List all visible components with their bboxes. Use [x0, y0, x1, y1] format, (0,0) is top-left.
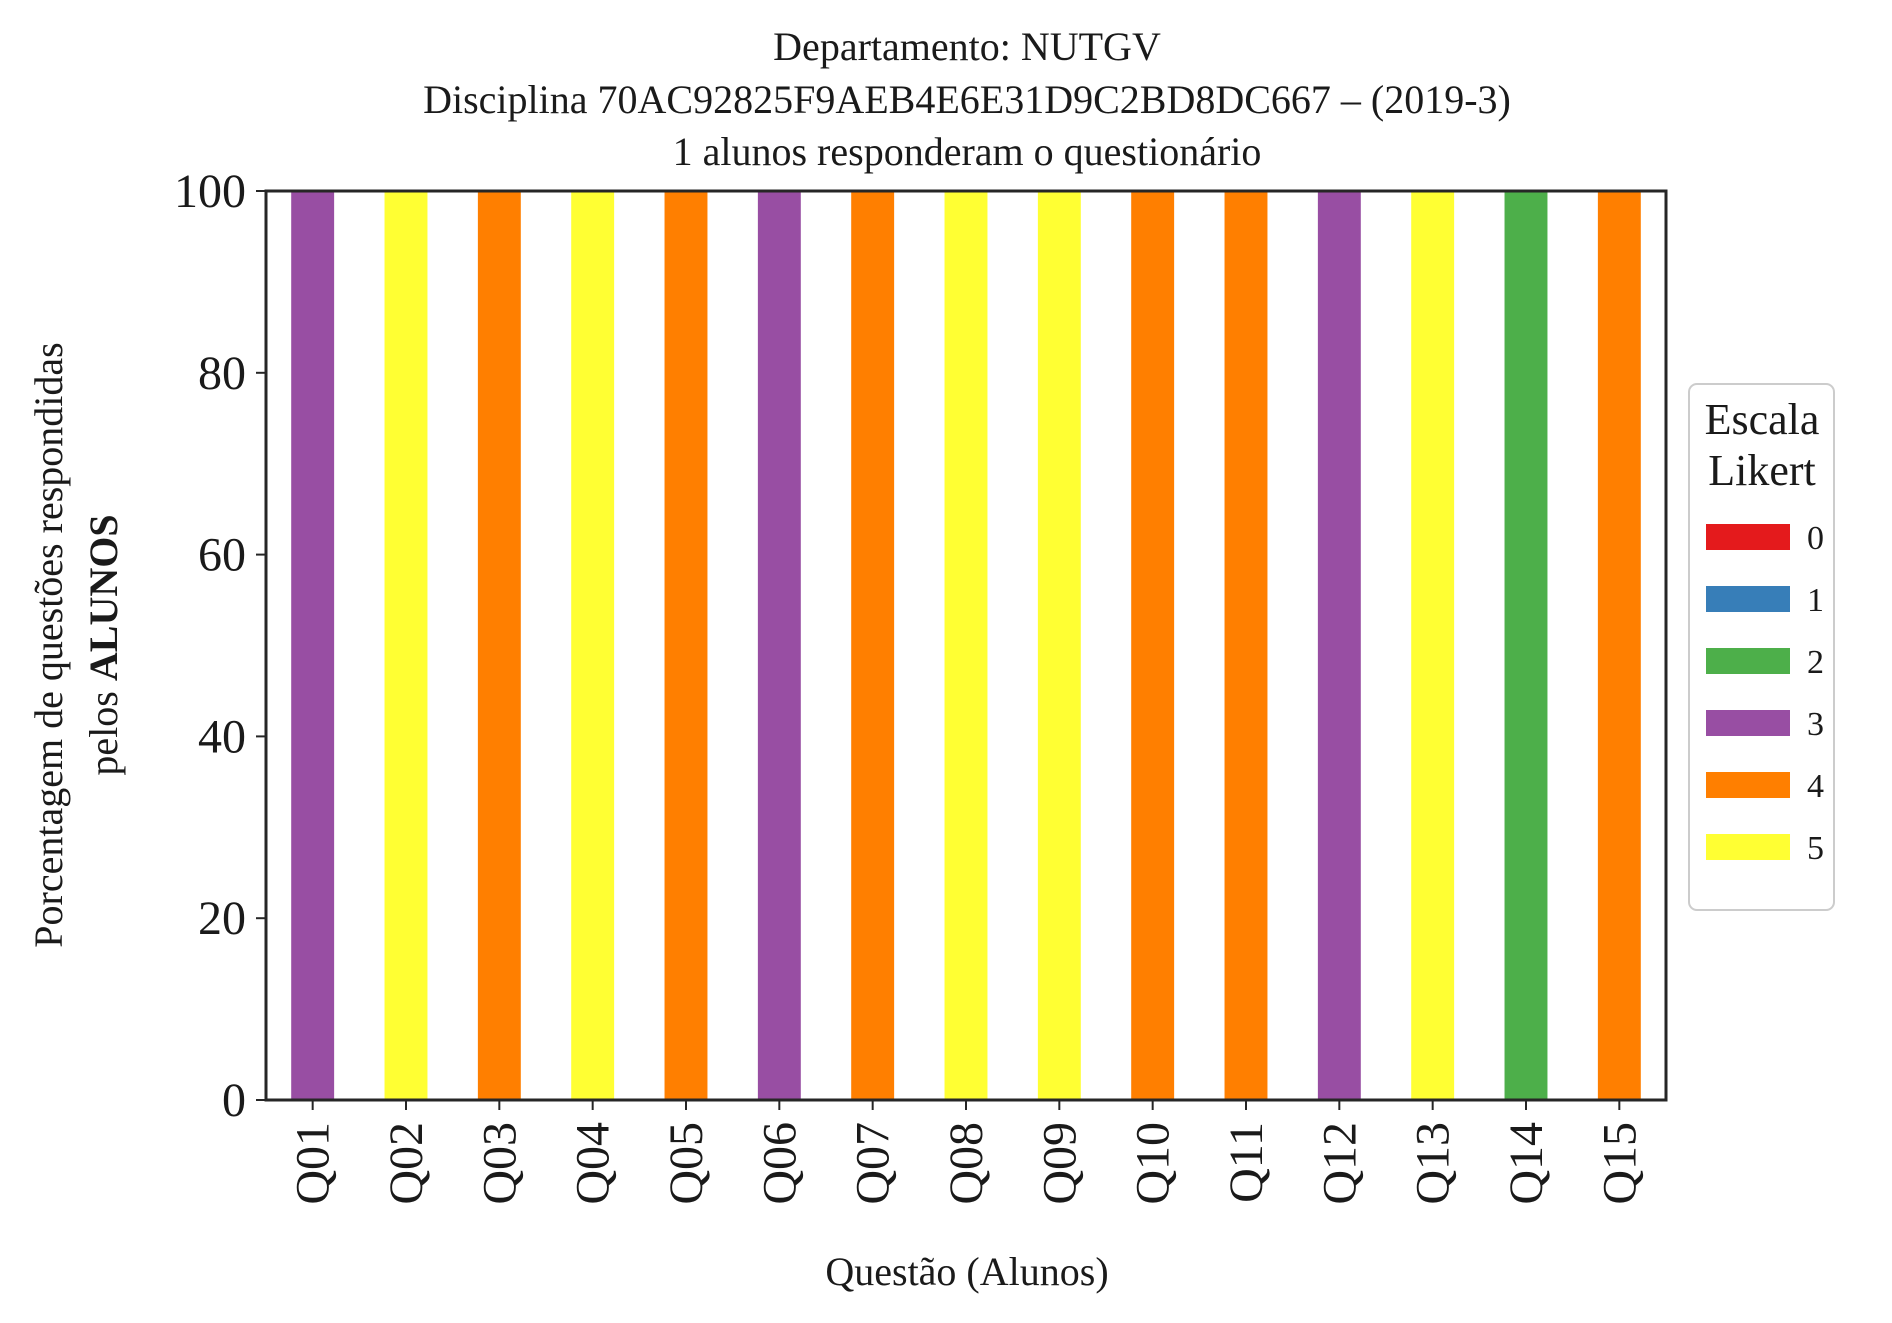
legend-label-0: 0 [1807, 520, 1824, 557]
x-tick-label-q08: Q08 [940, 1122, 993, 1205]
x-tick-label-q06: Q06 [753, 1122, 806, 1205]
legend-swatch-0 [1706, 524, 1790, 550]
chart-title-line-3: 1 alunos responderam o questionário [673, 129, 1262, 174]
bar-q08-likert-5 [944, 191, 988, 1100]
chart-title: Departamento: NUTGV Disciplina 70AC92825… [423, 24, 1511, 174]
bar-q07-likert-4 [851, 191, 895, 1100]
bars-group [291, 191, 1641, 1100]
bar-q04-likert-5 [571, 191, 615, 1100]
bar-q15-likert-4 [1597, 191, 1641, 1100]
legend-label-1: 1 [1807, 582, 1824, 619]
legend-label-4: 4 [1807, 768, 1824, 805]
x-axis-label: Questão (Alunos) [825, 1249, 1108, 1294]
bar-q01-likert-3 [291, 191, 335, 1100]
x-tick-label-q15: Q15 [1593, 1122, 1646, 1205]
bar-q05-likert-4 [664, 191, 708, 1100]
legend-label-3: 3 [1807, 706, 1824, 743]
y-axis-label-line-2: pelos ALUNOS [81, 514, 126, 775]
bar-q13-likert-5 [1411, 191, 1455, 1100]
legend: Escala Likert 0 1 2 3 4 5 [1688, 383, 1835, 911]
x-tick-label-q03: Q03 [473, 1122, 526, 1205]
x-tick-label-q14: Q14 [1500, 1122, 1553, 1205]
legend-swatch-3 [1706, 710, 1790, 736]
bar-q02-likert-5 [384, 191, 428, 1100]
x-axis-ticks: Q01 Q02 Q03 Q04 Q05 Q06 Q07 Q08 Q09 Q10 Q11 Q12 Q13 Q… [287, 1100, 1646, 1205]
legend-swatch-1 [1706, 586, 1790, 612]
x-tick-label-q02: Q02 [380, 1122, 433, 1205]
legend-swatch-4 [1706, 772, 1790, 798]
plot-frame [264, 189, 1668, 1102]
bar-q06-likert-3 [757, 191, 801, 1100]
y-tick-label-0: 0 [222, 1074, 246, 1127]
y-tick-label-100: 100 [174, 165, 246, 218]
bar-q09-likert-5 [1037, 191, 1081, 1100]
bar-q12-likert-3 [1317, 191, 1361, 1100]
x-tick-label-q04: Q04 [567, 1122, 620, 1205]
y-tick-label-40: 40 [198, 710, 246, 763]
y-tick-label-80: 80 [198, 347, 246, 400]
y-tick-label-60: 60 [198, 529, 246, 582]
y-axis-label: Porcentagem de questões respondidas pelo… [26, 342, 126, 947]
bar-q11-likert-4 [1224, 191, 1268, 1100]
bar-q14-likert-2 [1504, 191, 1548, 1100]
x-tick-label-q12: Q12 [1313, 1122, 1366, 1205]
legend-title-line-1: Escala [1705, 395, 1820, 444]
x-tick-label-q05: Q05 [660, 1122, 713, 1205]
legend-label-5: 5 [1807, 830, 1824, 867]
x-tick-label-q07: Q07 [847, 1122, 900, 1205]
y-axis-ticks: 0 20 40 60 80 100 [174, 165, 266, 1127]
y-axis-label-prefix: pelos [81, 681, 126, 775]
x-tick-label-q01: Q01 [287, 1122, 340, 1205]
x-tick-label-q11: Q11 [1220, 1122, 1273, 1203]
bar-q03-likert-4 [477, 191, 521, 1100]
legend-swatch-5 [1706, 834, 1790, 860]
legend-swatch-2 [1706, 648, 1790, 674]
legend-title-line-2: Likert [1708, 446, 1816, 495]
x-tick-label-q09: Q09 [1033, 1122, 1086, 1205]
y-axis-label-line-1: Porcentagem de questões respondidas [26, 342, 71, 947]
legend-items: 0 1 2 3 4 5 [1706, 520, 1824, 867]
y-tick-label-20: 20 [198, 892, 246, 945]
legend-label-2: 2 [1807, 644, 1824, 681]
y-axis-label-bold: ALUNOS [81, 514, 126, 681]
chart-title-line-1: Departamento: NUTGV [773, 24, 1161, 69]
x-tick-label-q10: Q10 [1127, 1122, 1180, 1205]
bar-q10-likert-4 [1131, 191, 1175, 1100]
chart-title-line-2: Disciplina 70AC92825F9AEB4E6E31D9C2BD8DC… [423, 77, 1511, 122]
x-tick-label-q13: Q13 [1407, 1122, 1460, 1205]
